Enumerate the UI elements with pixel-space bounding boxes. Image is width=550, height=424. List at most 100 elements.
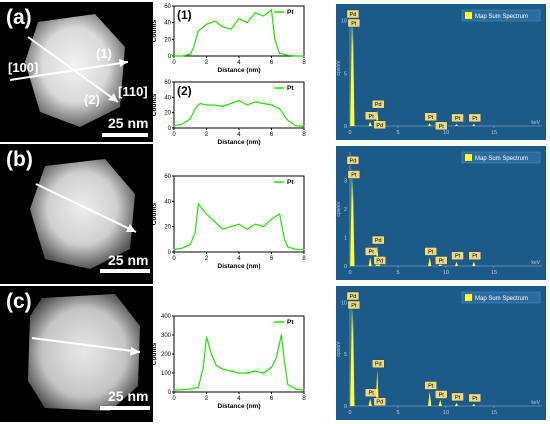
peak-label: Pt — [455, 116, 461, 122]
data-point — [287, 246, 289, 248]
data-point — [262, 372, 264, 374]
legend-label: Map Sum Spectrum — [475, 14, 528, 20]
data-point — [173, 125, 175, 127]
spectrum-peak — [368, 398, 372, 406]
peak-label-box — [451, 392, 464, 402]
peak-label-box — [424, 247, 437, 256]
y-tick-label: 400 — [161, 314, 172, 320]
x-tick-label: 4 — [237, 256, 241, 262]
peak-label-box — [435, 121, 448, 131]
x-tick-label: 5 — [396, 270, 399, 276]
data-point — [222, 26, 224, 28]
data-point — [238, 17, 240, 20]
y-tick-label: 20 — [164, 225, 171, 231]
line-profile-chart-4: 0 2 4 6 8 0 100 200 300 400 Distance (nm) Counts Pt — [151, 314, 306, 410]
peak-label-box — [347, 18, 361, 28]
peak-label: Pt — [351, 303, 357, 309]
data-point — [222, 368, 224, 370]
y-tick-label: 300 — [161, 333, 172, 339]
peak-label: Pd — [350, 294, 357, 300]
x-tick-label: 0 — [172, 132, 176, 138]
peak-label-box — [372, 99, 385, 109]
panel-label-c: (c) — [6, 290, 32, 313]
data-point — [189, 53, 191, 55]
peak-label: Pt — [428, 383, 434, 389]
peak-label-box — [347, 300, 361, 310]
x-tick-label: 15 — [491, 130, 497, 136]
spectrum-peak — [351, 20, 355, 126]
peak-label-box — [347, 170, 361, 179]
x-tick-label: 2 — [205, 256, 209, 262]
peak-label-box — [373, 256, 386, 265]
data-point — [205, 104, 208, 106]
data-point — [303, 55, 305, 57]
peak-label-box — [451, 251, 464, 260]
data-point — [303, 125, 305, 128]
data-point — [303, 248, 305, 251]
data-point — [181, 247, 183, 249]
x-tick-label: 0 — [172, 60, 176, 66]
data-point — [270, 218, 273, 220]
data-point — [287, 119, 289, 121]
legend-box — [461, 291, 541, 304]
x-tick-label: 15 — [491, 270, 497, 276]
y-axis-label: Counts — [151, 342, 158, 365]
stem-image-a: (a) [100] [110] (1) (2) 25 nm — [0, 2, 153, 142]
data-point — [280, 334, 282, 336]
x-tick-label: 0 — [348, 130, 351, 136]
x-tick-label: 0 — [172, 396, 176, 402]
peak-label: Pt — [472, 396, 478, 402]
x-tick-label: 0 — [348, 410, 351, 416]
spectrum-background — [336, 286, 546, 420]
y-axis-label: Counts — [151, 202, 158, 225]
data-point — [262, 226, 264, 228]
y-tick-label: 0 — [168, 54, 172, 60]
data-point — [205, 213, 208, 215]
data-point — [287, 383, 289, 385]
data-point — [238, 372, 240, 374]
spectrum-peak — [428, 122, 432, 126]
data-point — [222, 228, 224, 230]
y-tick-label: 0 — [168, 126, 172, 132]
data-point — [246, 22, 248, 24]
y-tick-label: 3 — [344, 179, 347, 185]
y-axis-label: cps/eV — [336, 341, 342, 357]
panel-tag: (1) — [177, 8, 192, 22]
peak-label-box — [468, 393, 482, 403]
spectrum-peak — [428, 391, 432, 406]
data-point — [270, 366, 273, 368]
data-point — [275, 357, 277, 359]
x-tick-label: 4 — [237, 132, 241, 138]
data-point — [189, 243, 191, 245]
stem-particle-b — [30, 159, 137, 269]
data-point — [215, 364, 217, 366]
legend-label: Map Sum Spectrum — [475, 296, 528, 302]
data-point — [279, 108, 281, 110]
spectrum-peak — [351, 307, 355, 406]
peak-label-box — [373, 120, 386, 129]
spectrum-peak — [368, 257, 372, 266]
spectrum-peak — [472, 123, 476, 126]
data-point — [189, 388, 191, 390]
peak-label: Pt — [351, 173, 357, 179]
panel-label-b: (b) — [6, 148, 33, 171]
y-axis-label: cps/eV — [336, 201, 342, 217]
data-point — [197, 386, 199, 388]
direction-label-110: [110] — [118, 84, 148, 99]
x-tick-label: 6 — [270, 132, 274, 138]
data-point — [238, 99, 240, 101]
scale-bar-label-b: 25 nm — [108, 252, 149, 268]
data-point — [222, 105, 224, 108]
peak-label: Pd — [350, 158, 357, 164]
y-tick-label: 0 — [344, 404, 347, 410]
stem-image-c: (c) 25 nm — [0, 286, 153, 422]
spectrum-peak — [438, 399, 442, 406]
data-point — [194, 108, 196, 110]
data-point — [230, 28, 232, 30]
peak-label-box — [435, 256, 448, 265]
x-tick-label: 0 — [348, 270, 351, 276]
spectrum-peak — [368, 121, 372, 126]
data-point — [173, 389, 175, 391]
y-tick-label: 2 — [344, 207, 347, 213]
